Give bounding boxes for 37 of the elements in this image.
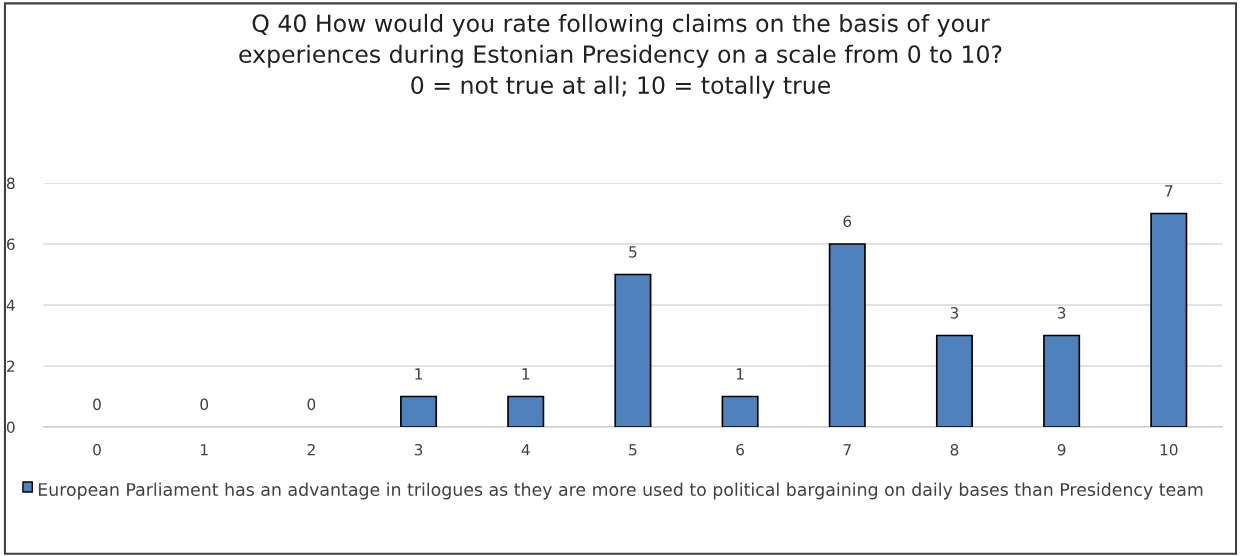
x-tick-label: 7 (843, 444, 851, 456)
data-label: 1 (736, 368, 744, 380)
x-tick-label: 0 (93, 443, 101, 456)
x-tick-label: 4 (521, 444, 530, 456)
x-tick-label: 5 (629, 444, 637, 456)
data-label: 1 (415, 368, 422, 380)
bar (721, 395, 759, 427)
bar (614, 273, 652, 427)
data-label: 6 (843, 215, 852, 228)
data-label: 5 (629, 246, 637, 258)
chart-title: Q 40 How would you rate following claims on the basis of your experiences during Estonian Presidency on a scale from 0 to 10? 0 = not true at all; 10 = totally true (239, 13, 1002, 99)
data-label: 0 (93, 398, 101, 411)
x-tick-label: 8 (950, 443, 959, 456)
data-label: 7 (1165, 185, 1173, 197)
data-label: 0 (307, 398, 316, 411)
y-tick-label: 2 (7, 360, 15, 372)
y-tick-label: 6 (7, 238, 15, 251)
bar (828, 243, 866, 427)
bar (400, 395, 438, 427)
bar (935, 334, 973, 427)
bar (1043, 334, 1081, 427)
x-tick-label: 10 (1160, 443, 1178, 456)
data-label: 0 (200, 398, 209, 411)
y-tick-label: 4 (6, 299, 15, 311)
y-tick-label: 0 (6, 421, 15, 434)
x-tick-label: 1 (201, 444, 208, 456)
x-tick-label: 2 (307, 443, 315, 456)
data-label: 3 (1057, 307, 1066, 319)
legend-label: European Parliament has an advantage in trilogues as they are more used to political bargaining on daily bases than Presidency team (38, 482, 1203, 500)
y-tick-label: 8 (6, 177, 15, 190)
x-tick-label: 9 (1057, 443, 1066, 456)
bar (507, 395, 545, 427)
bar (1150, 212, 1188, 427)
data-label: 1 (522, 368, 530, 380)
x-tick-label: 3 (414, 443, 423, 456)
x-tick-label: 6 (736, 443, 744, 456)
data-label: 3 (950, 307, 959, 319)
